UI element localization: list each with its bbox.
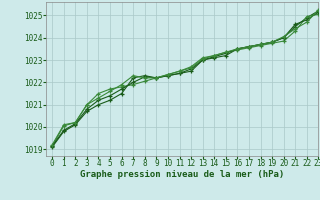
X-axis label: Graphe pression niveau de la mer (hPa): Graphe pression niveau de la mer (hPa) bbox=[80, 170, 284, 179]
